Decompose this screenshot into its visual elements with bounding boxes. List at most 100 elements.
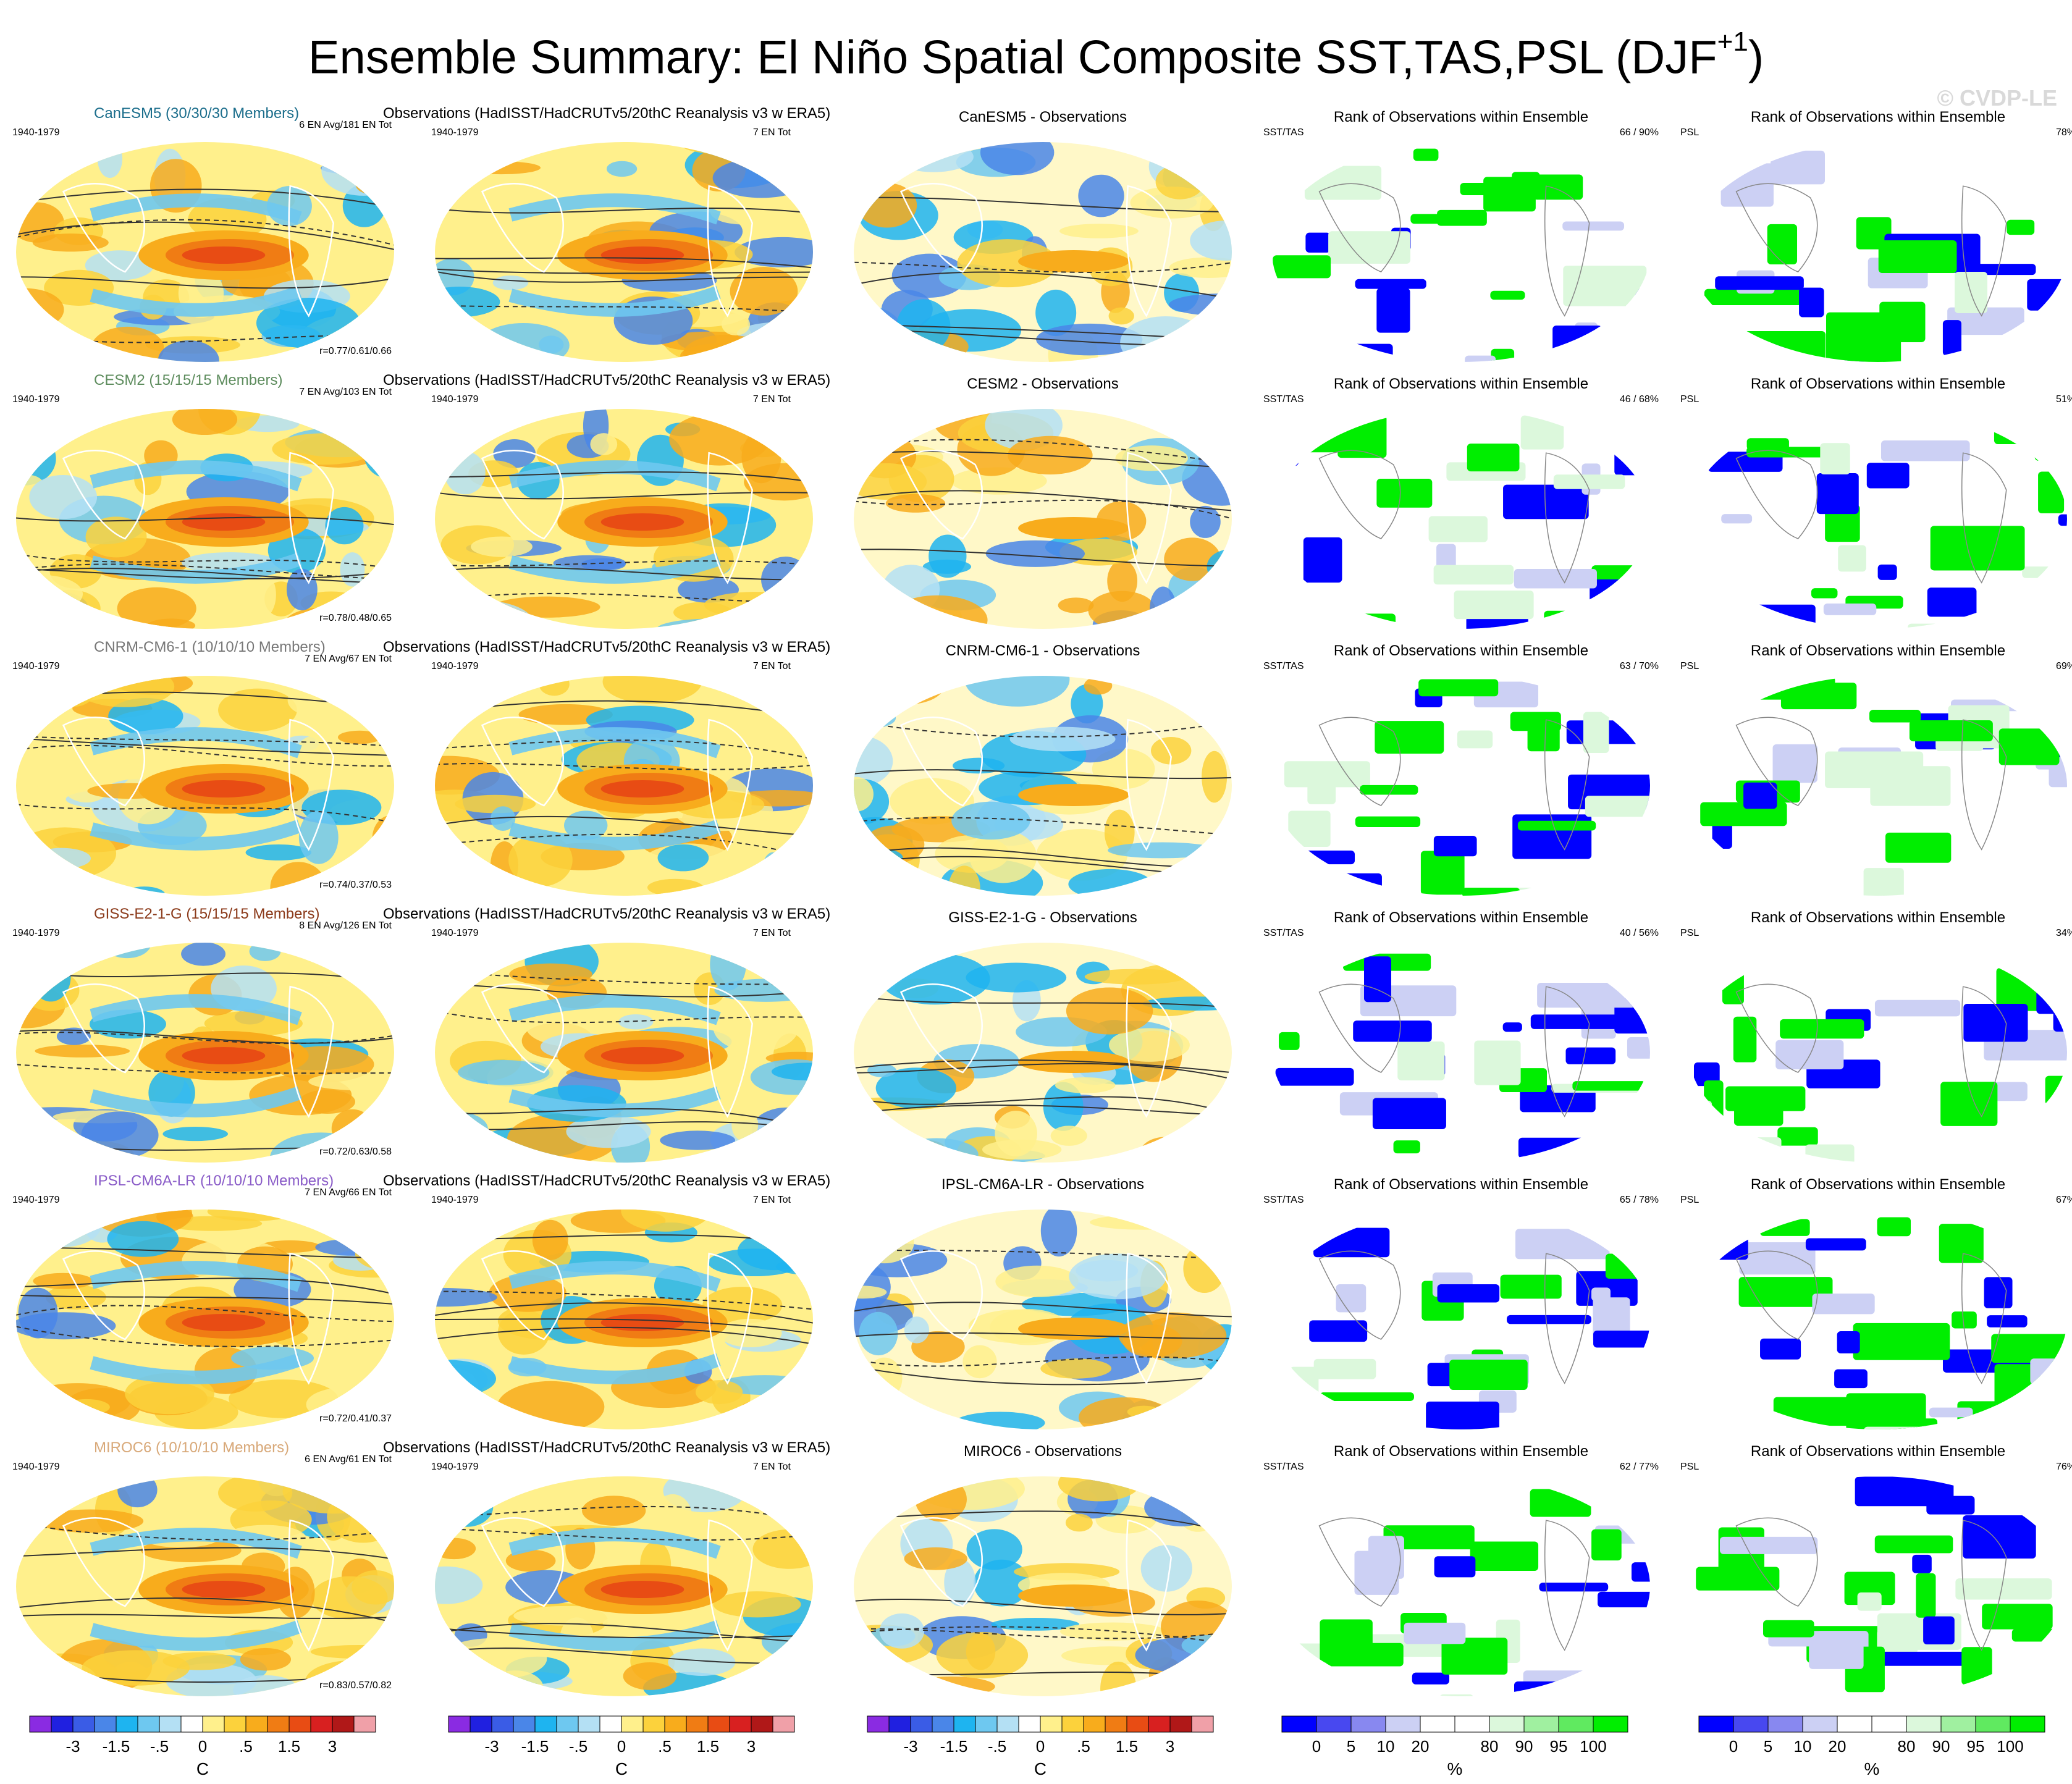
colorbar-tick-label: 0 xyxy=(617,1737,626,1756)
colorbar-box xyxy=(599,1715,622,1733)
colorbar-box xyxy=(1523,1715,1559,1733)
colorbar-box xyxy=(867,1715,890,1733)
colorbar-box xyxy=(910,1715,933,1733)
map-diff xyxy=(854,142,1232,362)
colorbar-box xyxy=(288,1715,311,1733)
temperature-colorbar-2: -3 -1.5 -.5 0 .5 1.5 3 C xyxy=(448,1715,795,1784)
colorbar-box xyxy=(1169,1715,1192,1733)
panel-ipsl-cm6a-lr-obs: Observations (HadISST/HadCRUTv5/20thC Re… xyxy=(383,1172,830,1438)
rank-percent: 67% xyxy=(2055,1195,2072,1205)
panel-miroc6-rank-psl: Rank of Observations within Ensemble PSL 7… xyxy=(1680,1439,2072,1705)
colorbar-tick-label: 1.5 xyxy=(696,1737,720,1756)
colorbar-box xyxy=(51,1715,74,1733)
colorbar-box xyxy=(1061,1715,1084,1733)
obs-title: Observations (HadISST/HadCRUTv5/20thC Re… xyxy=(383,372,831,389)
variable-label: PSL xyxy=(1680,127,1699,138)
colorbar-tick-label: -1.5 xyxy=(940,1737,968,1756)
colorbar-tick-label: 10 xyxy=(1793,1737,1812,1756)
colorbar-tick-label: -1.5 xyxy=(102,1737,130,1756)
en-count: 7 EN Tot xyxy=(752,394,791,405)
en-count: 7 EN Tot xyxy=(752,661,791,671)
rank-title: Rank of Observations within Ensemble xyxy=(1333,376,1589,392)
panel-giss-e2-1-g-obs: Observations (HadISST/HadCRUTv5/20thC Re… xyxy=(383,906,830,1171)
colorbar-box xyxy=(353,1715,376,1733)
rank-percent: 69% xyxy=(2055,661,2072,671)
model-title: CESM2 (15/15/15 Members) xyxy=(94,372,283,389)
pattern-correlation: r=0.72/0.63/0.58 xyxy=(319,1147,392,1157)
map-diff xyxy=(854,676,1232,896)
en-count: 7 EN Tot xyxy=(752,1195,791,1205)
period-label: 1940-1979 xyxy=(12,394,60,405)
colorbar-tick-label: .5 xyxy=(1077,1737,1090,1756)
colorbar-tick-label: .5 xyxy=(239,1737,253,1756)
colorbar-boxes xyxy=(1698,1715,2045,1733)
model-title: IPSL-CM6A-LR (10/10/10 Members) xyxy=(94,1172,334,1189)
colorbar-box xyxy=(1593,1715,1628,1733)
panel-ipsl-cm6a-lr-diff: IPSL-CM6A-LR - Observations xyxy=(845,1172,1240,1438)
colorbar-box xyxy=(448,1715,471,1733)
map-rank-psl xyxy=(1689,409,2067,629)
rank-title: Rank of Observations within Ensemble xyxy=(1750,109,2006,125)
colorbar-tick-label: -3 xyxy=(484,1737,499,1756)
difference-title: GISS-E2-1-G - Observations xyxy=(948,909,1137,926)
colorbar-box xyxy=(94,1715,117,1733)
colorbar-box xyxy=(686,1715,709,1733)
variable-label: PSL xyxy=(1680,394,1699,405)
rank-title: Rank of Observations within Ensemble xyxy=(1333,1176,1589,1193)
panel-miroc6-obs: Observations (HadISST/HadCRUTv5/20thC Re… xyxy=(383,1439,830,1705)
variable-label: SST/TAS xyxy=(1263,1462,1304,1472)
colorbar-box xyxy=(267,1715,290,1733)
panel-cnrm-cm6-1-diff: CNRM-CM6-1 - Observations xyxy=(845,639,1240,904)
colorbar-box xyxy=(1083,1715,1106,1733)
pattern-correlation: r=0.77/0.61/0.66 xyxy=(319,346,392,356)
period-label: 1940-1979 xyxy=(12,1195,60,1205)
map-rank-psl xyxy=(1689,676,2067,896)
map-rank-psl xyxy=(1689,943,2067,1163)
en-count: 7 EN Tot xyxy=(752,928,791,938)
model-title: MIROC6 (10/10/10 Members) xyxy=(94,1439,290,1456)
panel-ipsl-cm6a-lr-rank-sst: Rank of Observations within Ensemble SST/… xyxy=(1263,1172,1659,1438)
colorbar-box xyxy=(1837,1715,1872,1733)
colorbar-tick-label: -.5 xyxy=(150,1737,169,1756)
model-title: GISS-E2-1-G (15/15/15 Members) xyxy=(94,906,320,922)
pattern-correlation: r=0.74/0.37/0.53 xyxy=(319,880,392,890)
obs-title: Observations (HadISST/HadCRUTv5/20thC Re… xyxy=(383,1172,831,1189)
model-title: CNRM-CM6-1 (10/10/10 Members) xyxy=(94,639,326,655)
period-label: 1940-1979 xyxy=(12,928,60,938)
colorbar-box xyxy=(1420,1715,1455,1733)
colorbar-tick-label: 1.5 xyxy=(1115,1737,1139,1756)
rank-colorbar-2: 0 5 10 20 80 90 95 100% xyxy=(1698,1715,2045,1784)
map-diff xyxy=(854,1210,1232,1429)
rank-title: Rank of Observations within Ensemble xyxy=(1333,109,1589,125)
panel-cesm2-model: CESM2 (15/15/15 Members) 1940-1979 7 EN Av… xyxy=(7,372,403,637)
rank-percent: 34% xyxy=(2055,928,2072,938)
colorbar-tick-label: .5 xyxy=(658,1737,672,1756)
colorbar-box xyxy=(1940,1715,1976,1733)
colorbar-tick-label: 90 xyxy=(1515,1737,1533,1756)
rank-title: Rank of Observations within Ensemble xyxy=(1333,1443,1589,1460)
colorbar-box xyxy=(491,1715,514,1733)
en-count: 6 EN Avg/181 EN Tot xyxy=(299,120,392,130)
panel-miroc6-diff: MIROC6 - Observations xyxy=(845,1439,1240,1705)
panel-cesm2-diff: CESM2 - Observations xyxy=(845,372,1240,637)
variable-label: SST/TAS xyxy=(1263,1195,1304,1205)
period-label: 1940-1979 xyxy=(431,1462,479,1472)
colorbar-box xyxy=(975,1715,998,1733)
map-diff xyxy=(854,1476,1232,1696)
colorbar-tick-label: 20 xyxy=(1411,1737,1430,1756)
colorbar-tick-label: 95 xyxy=(1549,1737,1568,1756)
colorbar-box xyxy=(1698,1715,1734,1733)
period-label: 1940-1979 xyxy=(12,1462,60,1472)
map-rank-sst xyxy=(1272,676,1650,896)
colorbar-box xyxy=(1767,1715,1803,1733)
panel-cnrm-cm6-1-rank-psl: Rank of Observations within Ensemble PSL 6… xyxy=(1680,639,2072,904)
colorbar-box xyxy=(1040,1715,1063,1733)
period-label: 1940-1979 xyxy=(431,1195,479,1205)
colorbar-tick-label: 100 xyxy=(1997,1737,2024,1756)
colorbar-tick-label: 0 xyxy=(1312,1737,1321,1756)
en-count: 7 EN Tot xyxy=(752,1462,791,1472)
colorbar-tick-label: -.5 xyxy=(987,1737,1007,1756)
colorbar-box xyxy=(751,1715,773,1733)
map-rank-psl xyxy=(1689,142,2067,362)
colorbar-box xyxy=(310,1715,333,1733)
